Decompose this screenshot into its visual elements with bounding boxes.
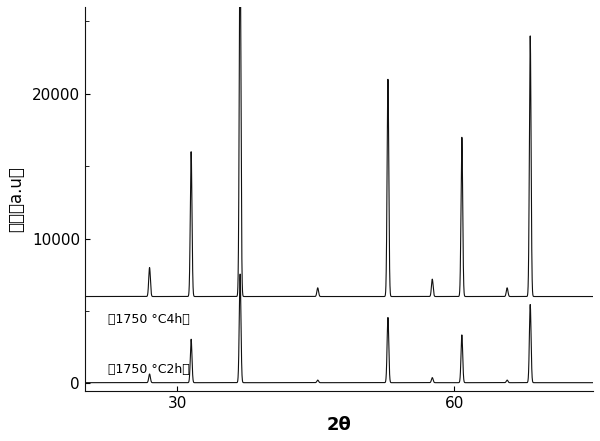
Y-axis label: 强度（a.u）: 强度（a.u） <box>7 166 25 232</box>
Text: （1750 °C2h）: （1750 °C2h） <box>108 363 190 376</box>
X-axis label: 2θ: 2θ <box>326 416 352 434</box>
Text: （1750 °C4h）: （1750 °C4h） <box>108 313 190 325</box>
